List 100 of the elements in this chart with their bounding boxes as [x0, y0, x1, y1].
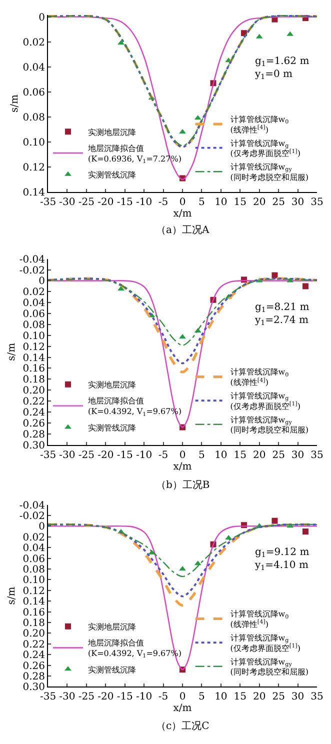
x-tick-label: 25 [272, 197, 285, 208]
y-tick-label: 0.30 [22, 682, 45, 694]
x-tick-label: -10 [136, 692, 152, 703]
x-tick-label: -35 [40, 197, 56, 208]
y-tick-label: 0.26 [22, 660, 45, 672]
x-axis-title: x/m [173, 461, 192, 472]
y-tick-label: 0.04 [22, 62, 45, 74]
x-tick-label: -25 [78, 197, 94, 208]
y-tick-label: 0.12 [22, 342, 45, 353]
x-tick-label: 5 [198, 197, 205, 208]
y-tick-label: 0.16 [22, 364, 45, 375]
y-tick-label: 0.18 [22, 618, 45, 629]
text: 计算管线沉降w$_{0}$ (线弹性$^{[4]}$) [230, 368, 289, 388]
x-tick-label: -5 [158, 197, 168, 208]
legend-label: 实测管线沉降 [88, 170, 136, 180]
x-tick-label: 10 [214, 197, 228, 208]
y-tick-label: 0.02 [22, 37, 45, 48]
x-tick-label: -5 [158, 450, 168, 461]
x-tick-label: 30 [291, 450, 304, 461]
y-axis-title: s/m [10, 94, 21, 112]
y-tick-label: -0.04 [19, 254, 45, 266]
x-tick-label: -20 [98, 197, 114, 208]
y-tick-label: 0 [38, 522, 45, 533]
x-tick-label: 25 [272, 450, 285, 461]
y-axis-title: s/m [6, 342, 18, 361]
y-tick-label: 0.22 [22, 639, 45, 650]
y-tick-label: 0.28 [22, 429, 45, 440]
y-tick-label: 0.06 [22, 554, 45, 565]
y-tick-label: 0 [38, 12, 45, 24]
y-tick-label: 0.08 [22, 564, 45, 576]
x-tick-label: -30 [59, 197, 76, 208]
legend-label: 计算管线沉降w$_{g}$ (仅考虑界面脱空$^{[1]}$) [230, 633, 300, 653]
y-axis-title: s/m [6, 586, 18, 605]
legend-label: 计算管线沉降w$_{gy}$ (同时考虑脱空和屈服) [230, 415, 309, 435]
x-tick-label: 30 [291, 692, 304, 703]
x-axis-title: x/m [173, 208, 192, 220]
legend-label: 实测管线沉降 [88, 665, 136, 674]
text: 计算管线沉降w$_{0}$ (线弹性$^{[4]}$) [230, 114, 289, 134]
x-tick-label: 0 [179, 197, 186, 208]
legend-label: 实测地层沉降 [88, 622, 136, 632]
text: （b）工况B [156, 480, 210, 491]
x-tick-label: -30 [59, 692, 76, 703]
y-tick-label: 0.22 [22, 396, 45, 408]
x-tick-label: -20 [98, 450, 114, 461]
y-tick-label: 0.14 [22, 596, 45, 608]
x-axis-title: x/m [173, 703, 192, 714]
legend-label: 实测地层沉降 [88, 128, 136, 137]
x-tick-label: 10 [214, 692, 228, 703]
x-tick-label: 25 [272, 692, 285, 703]
x-tick-label: 35 [310, 197, 324, 208]
x-tick-label: 10 [214, 450, 228, 461]
annotation: g$_{1}$=8.21 m y$_{1}$=2.74 m [254, 302, 310, 328]
x-tick-label: -10 [136, 197, 152, 208]
y-tick-label: 0.24 [22, 407, 45, 418]
x-tick-label: -15 [116, 692, 133, 703]
y-tick-label: 0.02 [22, 287, 45, 298]
x-tick-label: 5 [198, 692, 205, 703]
x-tick-label: 15 [234, 692, 247, 703]
y-tick-label: 0.10 [22, 575, 45, 586]
annotation: g$_{1}$=9.12 m y$_{1}$=4.10 m [254, 547, 310, 572]
x-tick-label: -5 [158, 692, 168, 703]
x-tick-label: 15 [234, 197, 247, 208]
legend-label: 实测地层沉降 [88, 380, 136, 390]
x-tick-label: -35 [40, 692, 56, 703]
y-tick-label: 0.04 [22, 543, 45, 554]
x-tick-label: -10 [136, 450, 152, 461]
y-tick-label: 0.24 [22, 650, 45, 662]
x-tick-label: -20 [98, 692, 114, 703]
x-tick-label: -35 [40, 450, 56, 461]
y-tick-label: 0.20 [22, 628, 45, 640]
y-tick-label: 0.16 [22, 607, 45, 618]
y-tick-label: 0 [38, 276, 45, 288]
y-tick-label: 0.06 [22, 309, 45, 320]
x-tick-label: -15 [116, 450, 133, 461]
legend-label: 实测管线沉降 [88, 423, 136, 432]
x-tick-label: 20 [252, 692, 266, 703]
y-tick-label: 0.12 [22, 162, 45, 174]
y-tick-label: 0.26 [22, 418, 45, 430]
text: （a）工况A [156, 225, 210, 236]
x-tick-label: 20 [252, 450, 266, 461]
y-tick-label: -0.02 [19, 510, 45, 522]
y-tick-label: 0.28 [22, 672, 45, 683]
text: 计算管线沉降w$_{0}$ (线弹性$^{[4]}$) [230, 610, 289, 630]
y-tick-label: 0.10 [22, 330, 45, 342]
x-tick-label: 0 [179, 450, 186, 461]
x-tick-label: 5 [198, 450, 205, 461]
y-tick-label: 0.08 [22, 112, 45, 124]
legend-label: 计算管线沉降w$_{gy}$ (同时考虑脱空和屈服) [230, 657, 309, 677]
x-tick-label: 20 [252, 197, 266, 208]
y-tick-label: 0.30 [22, 440, 45, 452]
legend-label: 计算管线沉降w$_{g}$ (仅考虑界面脱空$^{[1]}$) [230, 392, 300, 411]
annotation: g$_{1}$=1.62 m y$_{1}$=0 m [254, 56, 310, 82]
y-tick-label: -0.04 [19, 500, 45, 512]
legend-label: 计算管线沉降w$_{g}$ (仅考虑界面脱空$^{[1]}$) [230, 138, 300, 158]
y-tick-label: 0.12 [22, 586, 45, 597]
legend-label: 计算管线沉降w$_{gy}$ (同时考虑脱空和屈服) [230, 162, 309, 182]
x-tick-label: 30 [291, 197, 304, 208]
y-tick-label: 0.14 [22, 352, 45, 364]
y-tick-label: 0.18 [22, 374, 45, 386]
y-tick-label: 0.06 [22, 87, 45, 98]
